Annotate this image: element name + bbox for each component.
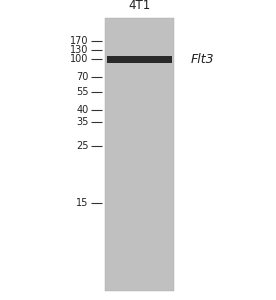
- Bar: [107, 56, 172, 63]
- Text: 55: 55: [76, 87, 88, 98]
- Text: 35: 35: [76, 117, 88, 128]
- Text: 40: 40: [76, 105, 88, 116]
- Text: 170: 170: [70, 36, 88, 46]
- Text: 25: 25: [76, 141, 88, 152]
- Text: 4T1: 4T1: [128, 0, 150, 12]
- Text: 130: 130: [70, 45, 88, 56]
- FancyBboxPatch shape: [105, 18, 174, 291]
- Text: 100: 100: [70, 54, 88, 64]
- Text: 15: 15: [76, 198, 88, 208]
- Text: Flt3: Flt3: [190, 53, 214, 66]
- Text: 70: 70: [76, 72, 88, 82]
